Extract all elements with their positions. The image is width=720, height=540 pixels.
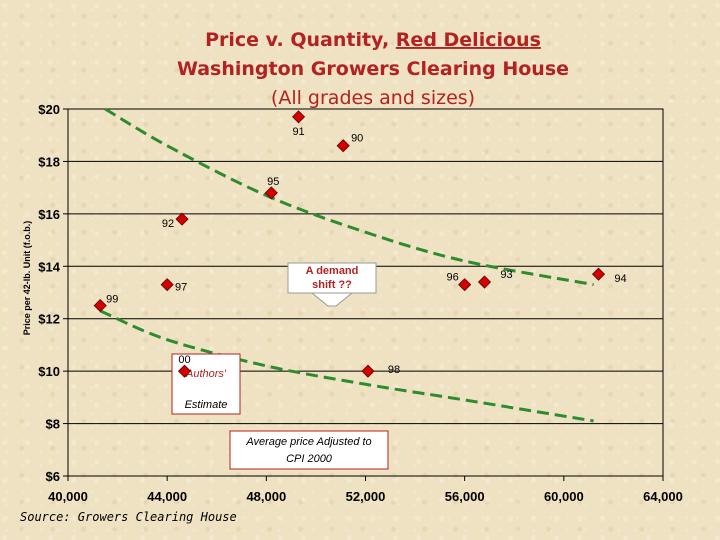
x-tick-label: 64,000: [643, 489, 683, 504]
point-label-95: 95: [267, 176, 279, 188]
point-label-96: 96: [447, 272, 459, 284]
demand-shift-line2: shift ??: [312, 279, 352, 291]
point-label-97: 97: [175, 282, 187, 294]
point-label-90: 90: [351, 133, 363, 145]
point-marker-91: [291, 110, 306, 124]
y-axis-label: Price per 42-lb. Unit (f.o.b.): [22, 221, 32, 336]
point-label-93: 93: [500, 269, 512, 281]
data-points: 91 90 95 92 97 99 96 93 94 00 98: [93, 110, 627, 378]
y-tick-label: $16: [38, 207, 60, 222]
point-marker-90: [336, 139, 350, 153]
y-tick-label: $18: [38, 154, 60, 169]
x-tick-label: 40,000: [48, 489, 88, 504]
x-tick-label: 56,000: [445, 489, 485, 504]
demand-shift-line1: A demand: [306, 265, 359, 277]
demand-shift-callout: A demand shift ??: [287, 262, 377, 307]
cpi-adjusted-line2: CPI 2000: [286, 453, 333, 465]
point-label-91: 91: [292, 126, 304, 138]
x-axis-ticks: 40,000 44,000 48,000 52,000 56,000 60,000 64,0…: [48, 476, 683, 504]
y-tick-label: $8: [46, 417, 60, 432]
source-note: Source: Growers Clearing House: [20, 510, 237, 524]
demand-curves: [99, 107, 594, 423]
authors-estimate-box: Authors' Estimate: [171, 353, 241, 415]
chart-title-line2: Washington Growers Clearing House: [177, 58, 569, 80]
y-tick-label: $10: [38, 364, 60, 379]
point-marker-95: [264, 186, 278, 200]
chart-title-underlined: Red Delicious: [396, 29, 541, 51]
cpi-adjusted-box: Average price Adjusted to CPI 2000: [229, 430, 389, 470]
point-marker-92: [175, 212, 189, 226]
point-marker-98: [361, 364, 375, 378]
y-tick-label: $12: [38, 312, 60, 327]
lower-demand-curve: [99, 309, 594, 423]
chart-title-line1: Price v. Quantity, Red Delicious: [205, 29, 541, 51]
point-marker-99: [93, 299, 107, 313]
chart-subtitle: (All grades and sizes): [271, 87, 475, 109]
point-label-00: 00: [178, 354, 190, 366]
x-tick-label: 60,000: [544, 489, 584, 504]
point-label-94: 94: [614, 273, 626, 285]
point-label-92: 92: [162, 218, 174, 230]
point-marker-00: [177, 364, 192, 378]
grid-lines: [68, 160, 663, 425]
point-marker-96: [458, 278, 472, 292]
point-marker-93: [477, 275, 492, 289]
y-tick-label: $6: [46, 469, 60, 484]
y-axis-ticks: $6 $8 $10 $12 $14 $16 $18 $20: [38, 102, 68, 484]
x-tick-label: 48,000: [246, 489, 286, 504]
x-tick-label: 52,000: [346, 489, 386, 504]
point-label-98: 98: [388, 364, 400, 376]
point-label-99: 99: [106, 294, 118, 306]
cpi-adjusted-line1: Average price Adjusted to: [245, 436, 371, 448]
point-marker-94: [591, 267, 606, 281]
point-marker-97: [160, 278, 174, 292]
authors-estimate-line2: Estimate: [185, 399, 228, 411]
x-tick-label: 44,000: [147, 489, 187, 504]
upper-demand-curve: [104, 107, 594, 287]
y-tick-label: $14: [38, 259, 60, 274]
authors-estimate-line1: Authors': [185, 368, 227, 380]
y-tick-label: $20: [38, 102, 60, 117]
